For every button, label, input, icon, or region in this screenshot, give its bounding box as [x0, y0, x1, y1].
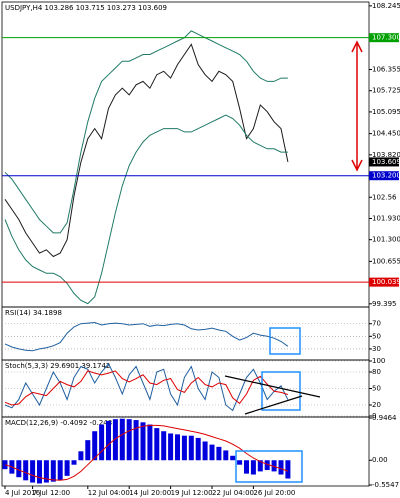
bar [161, 431, 167, 461]
bar [119, 418, 125, 461]
y-tick-label: 80 [372, 368, 381, 376]
panel-title: MACD(12,26,9) -0.4092 -0.2431 [5, 419, 117, 427]
bar [216, 446, 222, 461]
bar [99, 424, 105, 461]
level-label-box [369, 171, 399, 181]
bar [230, 455, 236, 461]
bar [188, 435, 194, 461]
y-tick-label: 50 [372, 332, 381, 340]
y-tick-label: 30 [372, 345, 381, 353]
bar [250, 460, 256, 475]
bar [202, 441, 208, 461]
bar [112, 419, 118, 461]
y-tick-label: 0 [372, 412, 376, 420]
bar [16, 460, 22, 478]
y-tick-label: 108.245 [372, 2, 400, 10]
series-line [4, 321, 289, 352]
y-tick-label: 100 [372, 357, 385, 365]
bar [133, 420, 139, 461]
series-line [4, 43, 289, 258]
y-tick-label: 99.395 [372, 300, 397, 308]
bar [50, 460, 56, 482]
level-label-box [369, 33, 399, 43]
highlight-box [269, 327, 301, 355]
bar [43, 460, 49, 483]
y-tick-label: 105.725 [372, 87, 400, 95]
level-label: 100.039 [372, 278, 400, 286]
series-line [4, 362, 289, 412]
bar [37, 460, 42, 484]
y-tick-label: 20 [372, 401, 381, 409]
panel-title: RSI(14) 34.1898 [5, 309, 62, 317]
y-tick-label: 104.450 [372, 130, 400, 138]
trend-line [224, 375, 321, 398]
y-tick-label: 0.00 [372, 456, 388, 464]
series-line [4, 424, 289, 481]
bar [57, 460, 63, 481]
bar [30, 460, 36, 483]
bar [237, 460, 243, 465]
price-label-box [369, 157, 399, 167]
y-tick-label: 106.355 [372, 65, 400, 73]
series-line [4, 30, 288, 234]
bar [140, 422, 146, 461]
trend-line [244, 395, 303, 415]
bar [85, 440, 91, 461]
bar [106, 420, 111, 461]
bar [126, 419, 132, 461]
bar [23, 460, 29, 481]
bar [64, 460, 70, 476]
x-tick-label: 7 Jul 12:00 [33, 489, 71, 497]
arrow-heads [351, 40, 363, 172]
y-tick-label: 105.095 [372, 108, 400, 116]
x-tick-label: 14 Jul 20:00 [129, 489, 171, 497]
level-label: 107.300 [372, 34, 400, 42]
bar [154, 428, 160, 461]
level-label-box [369, 277, 399, 287]
bar [195, 437, 201, 461]
y-tick-label: 101.300 [372, 236, 400, 244]
bar [264, 460, 270, 471]
y-tick-label: 102.56 [372, 193, 397, 201]
bar [181, 435, 187, 461]
x-tick-label: 26 Jul 20:00 [253, 489, 295, 497]
y-tick-label: 50 [372, 385, 381, 393]
bar [175, 434, 180, 461]
x-tick-label: 12 Jul 04:00 [88, 489, 130, 497]
panel-title: Stoch(5,3,3) 29.6901 39.1742 [5, 362, 110, 370]
bar [223, 450, 229, 461]
annotations [224, 40, 363, 483]
bar [271, 460, 277, 472]
bar [147, 424, 153, 461]
level-label: 103.200 [372, 172, 400, 180]
y-tick-label: 100.655 [372, 257, 400, 265]
bar [71, 460, 77, 465]
y-tick-label: 70 [372, 320, 381, 328]
panel-title: USDJPY,H4 103.286 103.715 103.273 103.60… [5, 4, 167, 12]
x-tick-label: 19 Jul 12:00 [171, 489, 213, 497]
bar [78, 451, 84, 461]
series-line [4, 114, 288, 305]
panel-border [1, 416, 370, 487]
y-tick-label: 103.820 [372, 151, 400, 159]
series-line [4, 370, 289, 406]
bar [244, 460, 249, 474]
highlight-box [261, 371, 301, 411]
bar [168, 433, 174, 461]
bar [278, 460, 284, 475]
bar [285, 460, 291, 479]
highlight-box [235, 450, 303, 483]
y-tick-label: 101.930 [372, 214, 400, 222]
x-tick-label: 4 Jul 2016 [5, 489, 41, 497]
price-label: 103.609 [372, 158, 400, 166]
bar [92, 431, 98, 461]
y-tick-label: 0.9464 [372, 414, 397, 422]
x-tick-label: 22 Jul 04:00 [212, 489, 254, 497]
bar [257, 460, 263, 472]
y-tick-label: -0.5547 [372, 481, 399, 489]
bar [209, 444, 215, 461]
